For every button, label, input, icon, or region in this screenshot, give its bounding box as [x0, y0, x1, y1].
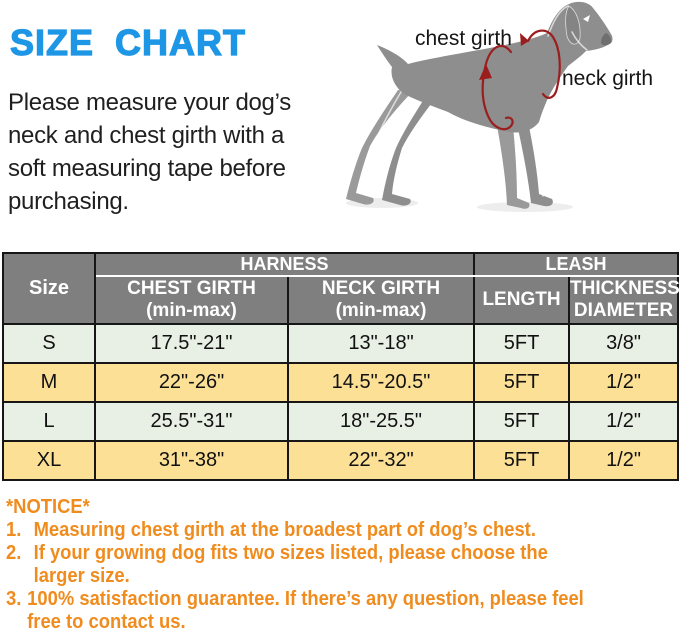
neck-girth-label: neck girth: [562, 67, 654, 90]
table-row-s: S 17.5"-21" 13"-18" 5FT 3/8": [2, 323, 679, 364]
size-cell: L: [2, 401, 96, 442]
neck-girth-cell: 14.5"-20.5": [286, 362, 476, 403]
length-column-header: LENGTH: [473, 275, 571, 325]
notice-item: 3. 100% satisfaction guarantee. If there…: [6, 588, 678, 634]
dog-eye: [583, 15, 590, 22]
chest-girth-label: chest girth: [415, 27, 512, 50]
chest-girth-loop-icon: [481, 44, 514, 131]
neck-girth-column-header: NECK GIRTH (min-max): [286, 275, 476, 325]
chest-girth-cell: 22"-26": [94, 362, 289, 403]
notice-item-text: 100% satisfaction guarantee. If there’s …: [27, 588, 584, 610]
chest-girth-arrow-icon: [479, 64, 492, 80]
table-row-xl: XL 31"-38" 22"-32" 5FT 1/2": [2, 440, 679, 481]
harness-group-header: HARNESS: [93, 252, 476, 277]
thickness-cell: 1/2": [568, 440, 679, 481]
thickness-column-header: THICKNESS DIAMETER: [568, 275, 679, 325]
intro-line: soft measuring tape before: [8, 155, 286, 182]
dog-front-leg-near: [515, 112, 553, 207]
length-cell: 5FT: [473, 440, 571, 481]
neck-girth-loop-icon: [526, 29, 561, 99]
table-row-l: L 25.5"-31" 18"-25.5" 5FT 1/2": [2, 401, 679, 442]
size-cell: M: [2, 362, 96, 403]
dog-ear: [565, 5, 581, 45]
thickness-cell: 3/8": [568, 323, 679, 364]
notice-item-number: 2.: [6, 542, 22, 564]
neck-girth-cell: 13"-18": [286, 323, 476, 364]
thickness-cell: 1/2": [568, 401, 679, 442]
size-cell: XL: [2, 440, 96, 481]
notice-title: *NOTICE*: [6, 496, 90, 518]
size-cell: S: [2, 323, 96, 364]
length-cell: 5FT: [473, 401, 571, 442]
notice-item-number: 1.: [6, 519, 22, 541]
neck-girth-cell: 22"-32": [286, 440, 476, 481]
notice-item-text: free to contact us.: [27, 611, 186, 633]
notice-item-text: Measuring chest girth at the broadest pa…: [33, 519, 536, 541]
size-table: Size HARNESS LEASH CHEST GIRTH (min-max)…: [2, 252, 679, 481]
intro-line: neck and chest girth with a: [8, 122, 285, 149]
dog-rear-leg-near: [382, 96, 434, 206]
dog-measurement-diagram: [340, 0, 670, 215]
notice-section: *NOTICE* 1. Measuring chest girth at the…: [6, 496, 678, 634]
chest-girth-cell: 17.5"-21": [94, 323, 289, 364]
intro-line: purchasing.: [8, 188, 129, 215]
notice-item: 2. If your growing dog fits two sizes li…: [6, 542, 678, 588]
intro-line: Please measure your dog’s: [8, 89, 291, 116]
chest-girth-cell: 25.5"-31": [94, 401, 289, 442]
dog-illustration: [346, 1, 613, 212]
thickness-cell: 1/2": [568, 362, 679, 403]
dog-silhouette: [377, 1, 613, 133]
notice-item-number: 3.: [6, 588, 22, 610]
size-column-header: Size: [2, 252, 96, 325]
notice-item: 1. Measuring chest girth at the broadest…: [6, 519, 678, 542]
leash-group-header: LEASH: [473, 252, 679, 277]
notice-item-text: larger size.: [33, 565, 130, 587]
intro-text: Please measure your dog’s neck and chest…: [8, 86, 291, 218]
length-cell: 5FT: [473, 323, 571, 364]
neck-girth-arrow-icon: [520, 33, 529, 46]
length-cell: 5FT: [473, 362, 571, 403]
table-row-m: M 22"-26" 14.5"-20.5" 5FT 1/2": [2, 362, 679, 403]
dog-front-leg-far: [496, 116, 530, 209]
notice-item-text: If your growing dog fits two sizes liste…: [33, 542, 548, 564]
dog-nose: [601, 33, 612, 46]
page-title: SIZE CHART: [9, 21, 246, 63]
chest-girth-cell: 31"-38": [94, 440, 289, 481]
neck-girth-cell: 18"-25.5": [286, 401, 476, 442]
dog-rear-leg-far: [346, 90, 412, 205]
chest-girth-column-header: CHEST GIRTH (min-max): [94, 275, 289, 325]
